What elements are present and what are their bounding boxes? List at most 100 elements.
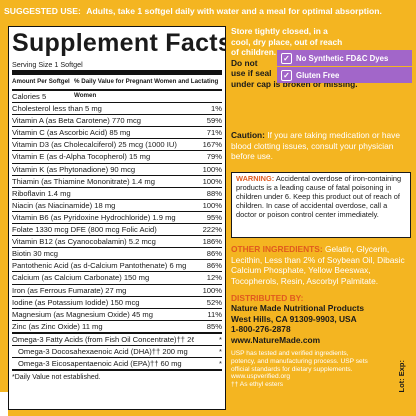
distributor-name: Nature Made Nutritional Products xyxy=(231,303,365,314)
nutrient-name: Cholesterol less than 5 mg xyxy=(12,104,102,114)
nutrient-name: Vitamin B6 (as Pyridoxine Hydrochloride)… xyxy=(12,212,176,222)
nutrient-name: Niacin (as Niacinamide) 18 mg xyxy=(12,200,116,210)
nutrient-row: Thiamin (as Thiamine Mononitrate) 1.4 mg… xyxy=(12,176,222,188)
omega-row: Omega-3 Docosahexaenoic Acid (DHA)†† 200… xyxy=(12,346,222,359)
badge-no-dyes-label: No Synthetic FD&C Dyes xyxy=(296,53,389,63)
nutrient-name: Magnesium (as Magnesium Oxide) 45 mg xyxy=(12,309,153,319)
nutrient-name: Vitamin K (as Phytonadione) 90 mcg xyxy=(12,164,136,174)
distributor-website: www.NatureMade.com xyxy=(231,334,321,345)
suggested-use-label: SUGGESTED USE: xyxy=(4,6,81,16)
omega-name: Omega-3 Docosahexaenoic Acid (DHA)†† 200… xyxy=(18,346,188,356)
nutrient-row: Pantothenic Acid (as d-Calcium Pantothen… xyxy=(12,260,222,273)
lot-exp: Lot: Exp: xyxy=(397,360,406,393)
nutrient-name: Calories 5 xyxy=(12,92,47,101)
nutrient-row: Vitamin B12 (as Cyanocobalamin) 5.2 mcg 1… xyxy=(12,236,222,249)
badge-gluten-free-label: Gluten Free xyxy=(296,70,340,80)
badges: ✓ No Synthetic FD&C Dyes ✓ Gluten Free xyxy=(277,50,412,84)
ingredients-label: OTHER INGREDIENTS: xyxy=(231,244,323,254)
header-dv: % Daily Value for Pregnant Women and Lac… xyxy=(74,78,219,99)
caution-text: If you are taking medication or have blo… xyxy=(231,130,400,162)
check-icon: ✓ xyxy=(281,69,292,81)
nutrient-name: Vitamin B12 (as Cyanocobalamin) 5.2 mcg xyxy=(12,237,156,247)
iron-warning-box: WARNING: Accidental overdose of iron-con… xyxy=(231,172,411,238)
nutrient-row: Iodine (as Potassium Iodide) 150 mcg 52% xyxy=(12,297,222,309)
nutrient-dv: 1% xyxy=(211,104,222,114)
distributor-phone: 1-800-276-2878 xyxy=(231,324,291,335)
omega-row: Omega-3 Fatty Acids (from Fish Oil Conce… xyxy=(12,334,222,346)
nutrient-row: Zinc (as Zinc Oxide) 11 mg 85% xyxy=(12,321,222,334)
nutrient-row: Vitamin E (as d-Alpha Tocopherol) 15 mg 7… xyxy=(12,151,222,164)
nutrient-row: Folate 1330 mcg DFE (800 mcg Folic Acid)… xyxy=(12,224,222,237)
usp-text: USP has tested and verified ingredients,… xyxy=(231,350,368,381)
ethyl-esters-note: †† As ethyl esters xyxy=(231,381,284,389)
medication-caution: Caution: If you are taking medication or… xyxy=(231,130,411,162)
nutrient-row: Calories 5 xyxy=(12,91,222,104)
omega-name: Omega-3 Eicosapentaenoic Acid (EPA)†† 60… xyxy=(18,359,182,369)
nutrient-dv: 167% xyxy=(202,140,222,150)
nutrient-dv: 86% xyxy=(206,261,222,271)
nutrient-row: Iron (as Ferrous Fumarate) 27 mg 100% xyxy=(12,285,222,297)
nutrient-name: Biotin 30 mcg xyxy=(12,249,59,259)
nutrient-dv: 186% xyxy=(202,237,222,247)
supplement-facts-panel: Supplement Facts Serving Size 1 Softgel … xyxy=(8,26,226,410)
seal-warning-3: under cap is broken or missing. xyxy=(231,78,358,89)
check-icon: ✓ xyxy=(281,52,292,64)
nutrient-row: Riboflavin 1.4 mg 88% xyxy=(12,188,222,200)
badge-gluten-free: ✓ Gluten Free xyxy=(277,67,412,83)
nutrient-row: Vitamin C (as Ascorbic Acid) 85 mg 71% xyxy=(12,127,222,140)
header-amount: Amount Per Softgel xyxy=(12,78,70,85)
usp-note: USP has tested and verified ingredients,… xyxy=(231,350,371,389)
omega-row: Omega-3 Eicosapentaenoic Acid (EPA)†† 60… xyxy=(12,358,222,372)
nutrient-name: Vitamin A (as Beta Carotene) 770 mcg xyxy=(12,116,142,126)
nutrient-row: Niacin (as Niacinamide) 18 mg 100% xyxy=(12,200,222,212)
nutrient-row: Biotin 30 mcg 86% xyxy=(12,248,222,261)
nutrient-name: Thiamin (as Thiamine Mononitrate) 1.4 mg xyxy=(12,176,155,186)
nutrient-dv: 100% xyxy=(202,164,222,174)
seal-warning-1: Do not xyxy=(231,57,258,68)
nutrient-dv: 71% xyxy=(206,128,222,138)
nutrient-dv: 100% xyxy=(202,285,222,295)
nutrient-name: Iodine (as Potassium Iodide) 150 mcg xyxy=(12,297,140,307)
facts-header: Amount Per Softgel % Daily Value for Pre… xyxy=(12,75,222,99)
nutrient-name: Iron (as Ferrous Fumarate) 27 mg xyxy=(12,285,127,295)
nutrient-row: Vitamin K (as Phytonadione) 90 mcg 100% xyxy=(12,164,222,176)
nutrient-dv: 88% xyxy=(206,188,222,198)
nutrient-dv: 100% xyxy=(202,200,222,210)
distributor-address: West Hills, CA 91309-9903, USA xyxy=(231,313,357,324)
left-edge-stripe xyxy=(0,392,8,416)
nutrient-name: Pantothenic Acid (as d-Calcium Pantothen… xyxy=(12,261,187,271)
omega-dv: * xyxy=(219,359,222,369)
omega-dv: * xyxy=(219,334,222,344)
nutrient-name: Vitamin E (as d-Alpha Tocopherol) 15 mg xyxy=(12,152,151,162)
other-ingredients: OTHER INGREDIENTS: Gelatin, Glycerin, Le… xyxy=(231,244,411,286)
nutrient-row: Vitamin B6 (as Pyridoxine Hydrochloride)… xyxy=(12,212,222,225)
warning-text: Accidental overdose of iron-containing p… xyxy=(236,174,402,219)
facts-title: Supplement Facts xyxy=(12,29,226,57)
nutrient-dv: 222% xyxy=(202,225,222,235)
nutrient-name: Zinc (as Zinc Oxide) 11 mg xyxy=(12,321,103,331)
nutrient-row: Magnesium (as Magnesium Oxide) 45 mg 11% xyxy=(12,309,222,321)
omega-dv: * xyxy=(219,346,222,356)
omega-rows: Omega-3 Fatty Acids (from Fish Oil Conce… xyxy=(12,334,222,372)
distributor-label: DISTRIBUTED BY: xyxy=(231,293,304,303)
nutrient-row: Cholesterol less than 5 mg 1% xyxy=(12,103,222,116)
nutrient-dv: 59% xyxy=(206,116,222,126)
nutrient-dv: 100% xyxy=(202,176,222,186)
seal-warning-2: use if seal xyxy=(231,68,272,79)
caution-label: Caution: xyxy=(231,130,265,140)
suggested-use-text: Adults, take 1 softgel daily with water … xyxy=(86,6,382,16)
nutrient-dv xyxy=(194,91,222,102)
nutrient-row: Calcium (as Calcium Carbonate) 150 mg 12% xyxy=(12,272,222,285)
nutrient-dv: 79% xyxy=(206,152,222,162)
nutrient-dv: 85% xyxy=(206,321,222,331)
nutrient-name: Riboflavin 1.4 mg xyxy=(12,188,71,198)
badge-no-dyes: ✓ No Synthetic FD&C Dyes xyxy=(277,50,412,66)
suggested-use-bar: SUGGESTED USE: Adults, take 1 softgel da… xyxy=(0,0,416,22)
nutrient-row: Vitamin A (as Beta Carotene) 770 mcg 59% xyxy=(12,115,222,128)
nutrient-row: Vitamin D3 (as Cholecalciferol) 25 mcg (… xyxy=(12,139,222,152)
nutrient-dv: 12% xyxy=(206,273,222,283)
serving-size: Serving Size 1 Softgel xyxy=(12,59,222,75)
nutrient-dv: 95% xyxy=(206,212,222,222)
nutrient-dv: 52% xyxy=(206,297,222,307)
seal-warning: Do not use if seal xyxy=(231,58,343,79)
